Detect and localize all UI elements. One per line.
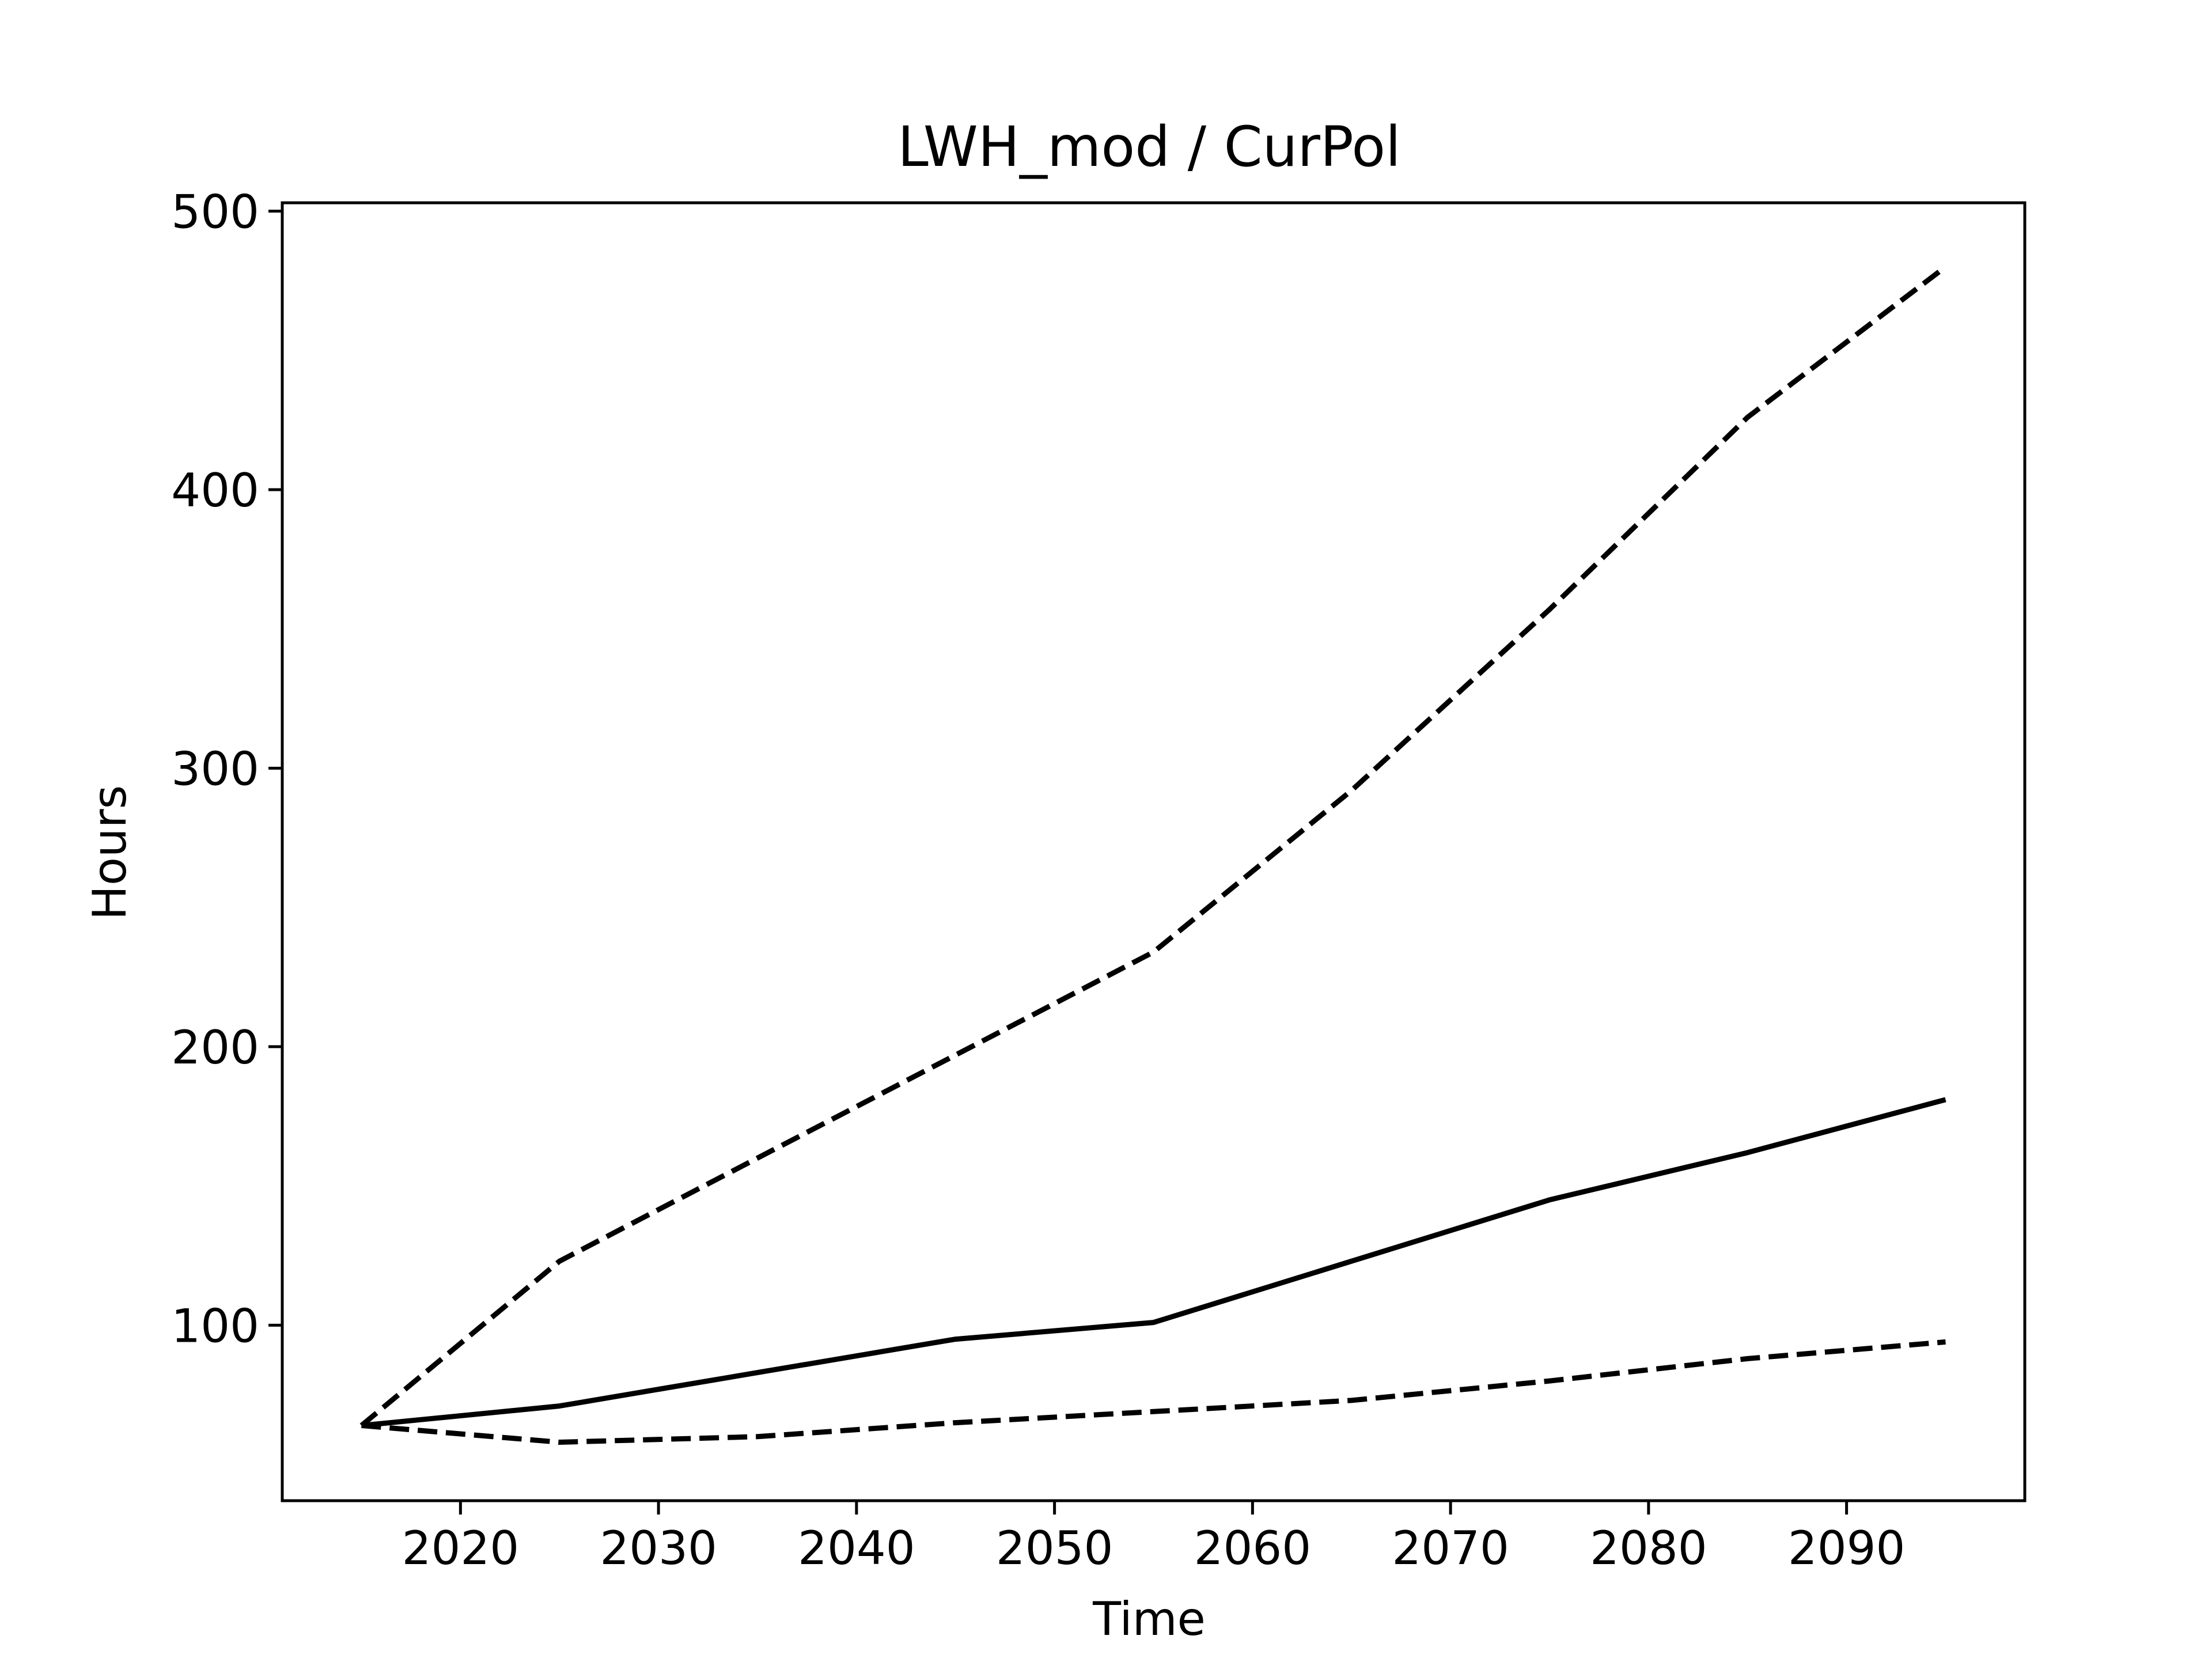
y-tick-label-300: 300 [171, 742, 259, 796]
chart-title: LWH_mod / CurPol [897, 115, 1401, 179]
y-tick-label-100: 100 [171, 1299, 259, 1353]
plot-area: 2020 2030 2040 2050 2060 2070 2080 2090 100 200 30… [171, 185, 2027, 1575]
x-tick-label-2070: 2070 [1392, 1521, 1509, 1575]
y-axis-label: Hours [83, 785, 137, 920]
x-tick-label-2060: 2060 [1194, 1521, 1312, 1575]
x-tick-label-2040: 2040 [798, 1521, 915, 1575]
plot-frame [281, 201, 2027, 1502]
y-tick-label-500: 500 [171, 185, 259, 239]
series-line-3 [361, 1339, 1946, 1445]
x-tick-label-2080: 2080 [1590, 1521, 1707, 1575]
x-tick-label-2030: 2030 [600, 1521, 717, 1575]
x-axis-label: Time [1092, 1592, 1206, 1646]
x-tick-label-2050: 2050 [996, 1521, 1113, 1575]
x-tick-label-2090: 2090 [1788, 1521, 1906, 1575]
x-tick-label-2020: 2020 [402, 1521, 520, 1575]
y-tick-label-400: 400 [171, 464, 259, 517]
series-line-2 [361, 1097, 1946, 1428]
y-tick-label-200: 200 [171, 1021, 259, 1074]
